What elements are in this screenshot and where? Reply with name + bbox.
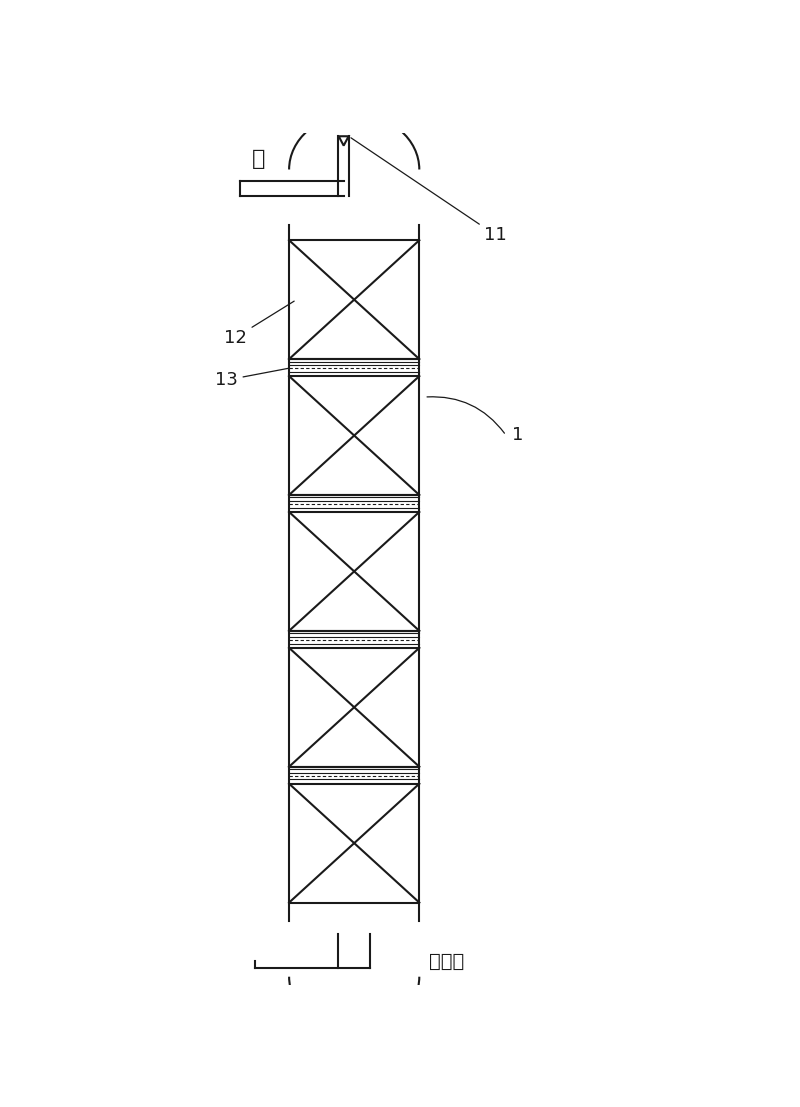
Text: 1: 1 (512, 426, 524, 444)
Text: 苯: 苯 (251, 148, 265, 168)
Text: 精制苯: 精制苯 (429, 952, 464, 971)
Text: 11: 11 (351, 137, 507, 245)
Text: 12: 12 (224, 301, 294, 346)
Text: 13: 13 (214, 369, 290, 390)
FancyArrowPatch shape (427, 396, 505, 433)
